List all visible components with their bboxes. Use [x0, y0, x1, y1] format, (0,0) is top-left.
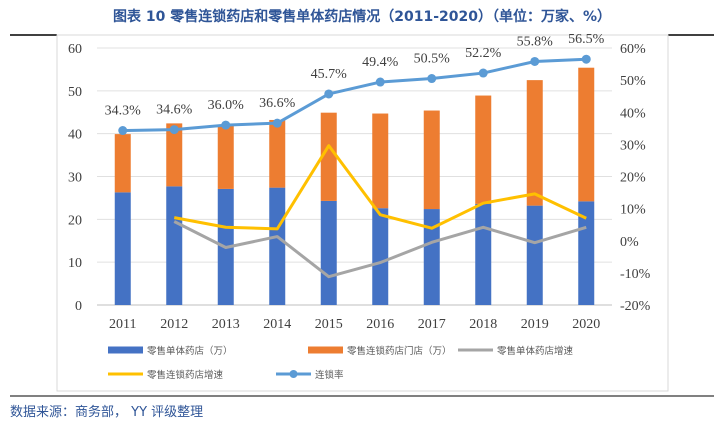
y-right-tick: 60%: [620, 42, 646, 57]
y-left-tick: 10: [68, 256, 82, 271]
bar-chain-store: [372, 113, 389, 209]
bar-chain-store: [269, 119, 286, 188]
data-label: 50.5%: [414, 52, 451, 67]
data-label: 45.7%: [311, 67, 348, 82]
bar-single-store: [372, 208, 389, 305]
y-right-tick: 50%: [620, 74, 646, 89]
y-right-tick: -10%: [620, 267, 651, 282]
x-tick: 2011: [109, 317, 136, 332]
chart-title: 图表 10 零售连锁药店和零售单体药店情况（2011-2020）（单位：万家、%…: [113, 9, 611, 25]
bar-chain-store: [114, 134, 131, 193]
data-label: 52.2%: [465, 46, 502, 61]
data-label: 55.8%: [517, 34, 554, 49]
line-chain-rate: [122, 57, 587, 133]
y-left-tick: 50: [68, 85, 82, 100]
x-tick: 2019: [521, 317, 549, 332]
chain-rate-marker: [478, 68, 488, 78]
chain-rate-marker: [375, 77, 385, 87]
source-note: 数据来源：商务部， YY 评级整理: [10, 405, 204, 420]
x-tick: 2013: [212, 317, 240, 332]
bar-chain-store: [423, 110, 440, 210]
chain-rate-marker: [169, 125, 179, 135]
bar-chain-store: [475, 95, 492, 204]
bar-single-store: [269, 187, 286, 305]
x-tick: 2012: [160, 317, 188, 332]
y-right-tick: 20%: [620, 171, 646, 186]
chain-rate-marker: [272, 118, 282, 128]
y-right-tick: 10%: [620, 203, 646, 218]
data-label: 36.6%: [259, 96, 296, 111]
x-tick: 2014: [263, 317, 291, 332]
y-right-tick: -20%: [620, 299, 651, 314]
data-label: 34.3%: [105, 104, 142, 119]
bar-single-store: [475, 203, 492, 305]
legend-label: 零售连锁药店增速: [147, 369, 224, 381]
y-right-tick: 40%: [620, 106, 646, 121]
chain-rate-marker: [427, 74, 437, 84]
chain-rate-marker: [530, 56, 540, 66]
chain-rate-marker: [118, 126, 128, 136]
bar-single-store: [114, 192, 131, 305]
line-chain-growth: [173, 144, 587, 231]
legend-marker: [289, 370, 298, 378]
data-label: 36.0%: [208, 98, 245, 113]
x-tick: 2020: [572, 317, 600, 332]
bar-chain-store: [166, 123, 183, 187]
legend-label: 零售连锁药店门店（万）: [347, 345, 452, 357]
chain-rate-marker: [581, 54, 591, 64]
y-right-tick: 0%: [620, 235, 639, 250]
chain-rate-marker: [221, 120, 231, 130]
chain-rate-marker: [324, 89, 334, 99]
bar-single-store: [166, 186, 183, 305]
data-label: 56.5%: [568, 32, 605, 47]
y-left-tick: 20: [68, 213, 82, 228]
bar-single-store: [320, 200, 337, 305]
data-label: 34.6%: [156, 103, 193, 118]
x-tick: 2016: [366, 317, 394, 332]
bar-chain-store: [578, 67, 595, 202]
y-left-tick: 30: [68, 171, 82, 186]
bar-single-store: [526, 205, 543, 305]
x-tick: 2017: [418, 317, 446, 332]
x-tick: 2018: [469, 317, 497, 332]
bar-chain-store: [217, 125, 234, 189]
y-left-tick: 60: [68, 42, 82, 57]
legend-label: 零售单体药店（万）: [147, 345, 233, 357]
chart-border: [56, 34, 669, 392]
bar-chain-store: [320, 112, 337, 201]
y-left-tick: 0: [75, 299, 82, 314]
legend-label: 连锁率: [315, 369, 344, 381]
line-single-growth: [173, 220, 587, 279]
legend-label: 零售单体药店增速: [497, 345, 574, 357]
legend-swatch: [308, 346, 343, 354]
legend-swatch: [108, 346, 143, 354]
y-right-tick: 30%: [620, 138, 646, 153]
x-tick: 2015: [315, 317, 343, 332]
bar-chain-store: [526, 80, 543, 206]
y-left-tick: 40: [68, 128, 82, 143]
bar-single-store: [423, 209, 440, 305]
data-label: 49.4%: [362, 55, 399, 70]
